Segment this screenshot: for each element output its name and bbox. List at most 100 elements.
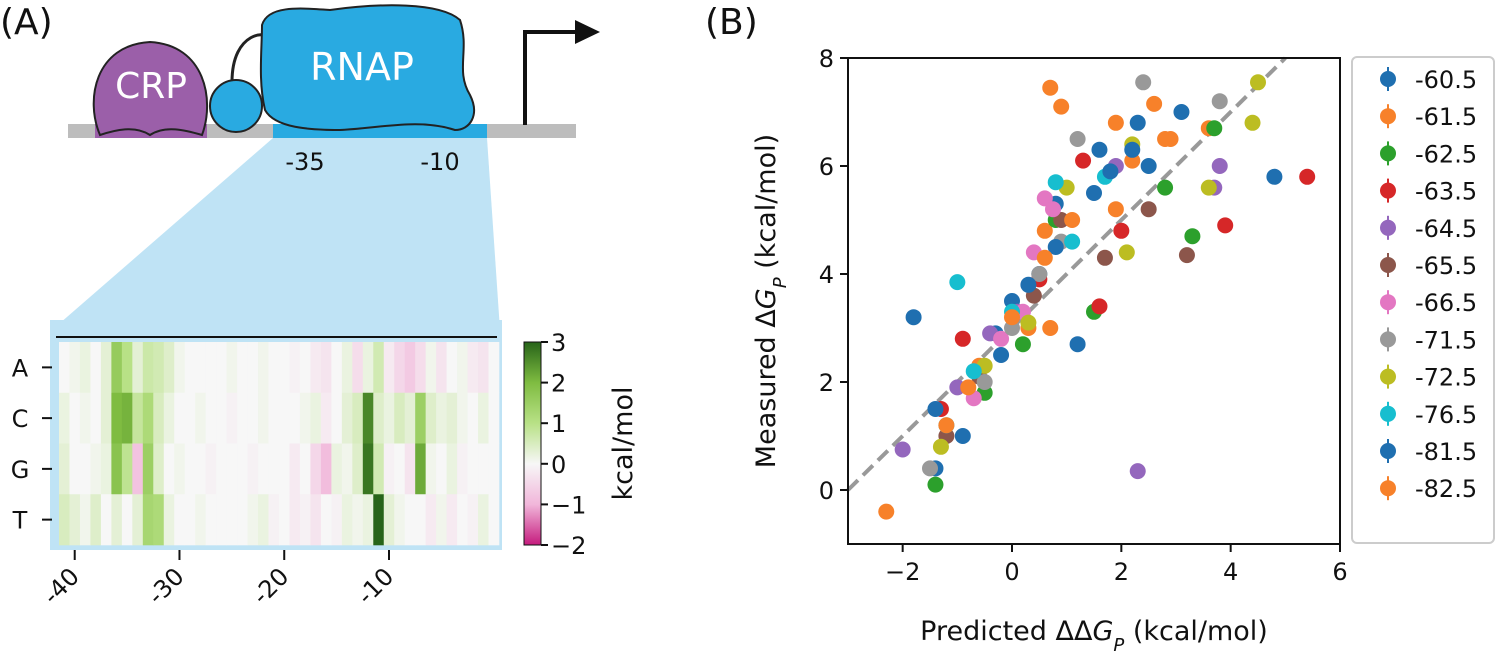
heatmap-cell (320, 392, 332, 444)
heatmap-cell (258, 392, 269, 444)
heatmap-cell (299, 342, 311, 394)
heatmap-cell (478, 443, 489, 495)
scatter-point (1217, 217, 1234, 234)
scatter-point (954, 428, 971, 444)
heatmap-cell (279, 392, 290, 444)
panel-label: (B) (705, 2, 758, 43)
heatmap-cell (247, 392, 259, 444)
heatmap-cell (205, 494, 217, 546)
scatter-point (1047, 239, 1064, 255)
heatmap-cell (436, 494, 447, 546)
heatmap-cell (153, 443, 165, 495)
heatmap-cell (478, 342, 489, 394)
heatmap-cell (79, 392, 91, 444)
heatmap-cell (216, 443, 227, 495)
scatter-point (1096, 249, 1113, 266)
heatmap-cell (90, 342, 102, 394)
heatmap-cell (195, 392, 206, 444)
scatter-point (954, 330, 971, 347)
scatter-point (1014, 336, 1031, 353)
colorbar-tick-label: −2 (551, 532, 586, 560)
heatmap-cell (331, 494, 343, 546)
x-tick-label: -40 (37, 562, 85, 610)
x-tick-label: 0 (1004, 558, 1019, 586)
scatter-point (927, 476, 944, 493)
heatmap-cell (289, 494, 301, 546)
heatmap-cell (100, 392, 112, 444)
scatter-point (949, 379, 966, 396)
heatmap-cell (268, 342, 280, 394)
heatmap-cell (163, 342, 175, 394)
scatter-point (1157, 179, 1174, 196)
heatmap-cell (163, 443, 175, 495)
legend-label: -65.5 (1415, 252, 1477, 280)
legend-label: -60.5 (1415, 66, 1477, 94)
heatmap-cell (362, 443, 374, 495)
colorbar-tick-label: 1 (551, 410, 566, 438)
heatmap-cell (237, 342, 248, 394)
heatmap-cell (310, 443, 322, 495)
scatter-point (878, 503, 895, 520)
crp-label: CRP (115, 66, 187, 107)
heatmap-cell (373, 392, 385, 444)
heatmap-cell (216, 392, 227, 444)
heatmap-cell (404, 392, 416, 444)
heatmap-cell (121, 342, 133, 394)
scatter-point (1075, 152, 1092, 169)
heatmap-cell (142, 494, 154, 546)
heatmap-cell (425, 443, 437, 495)
legend-marker (1380, 219, 1396, 236)
heatmap-cell (268, 494, 280, 546)
heatmap-cell (289, 392, 301, 444)
heatmap-cell (394, 494, 406, 546)
scatter-point (938, 417, 955, 434)
heatmap-cell (394, 392, 406, 444)
heatmap-cell (310, 494, 322, 546)
scatter-point (1064, 212, 1081, 228)
colorbar-tick-label: 3 (551, 329, 566, 357)
heatmap-cell (216, 494, 227, 546)
scatter-point (1091, 141, 1108, 158)
heatmap-cell (279, 342, 290, 394)
scatter-point (1140, 201, 1157, 218)
heatmap-cell (226, 392, 238, 444)
scatter-point (1047, 174, 1064, 191)
y-tick-label: 2 (819, 369, 834, 397)
heatmap-cell (299, 494, 311, 546)
heatmap-cell (195, 443, 206, 495)
heatmap-cell (310, 342, 322, 394)
scatter-point (1118, 244, 1135, 261)
heatmap-cell (415, 392, 426, 444)
heatmap-cell (226, 342, 238, 394)
x-tick-label: -30 (142, 562, 190, 610)
label-part: G (1092, 616, 1113, 647)
legend-marker (1380, 480, 1396, 497)
scatter-point (1211, 158, 1228, 174)
scatter-point (1200, 179, 1217, 196)
heatmap-cell (59, 342, 70, 394)
heatmap-cell (226, 443, 238, 495)
scatter-point (1069, 131, 1086, 147)
heatmap-cell (69, 494, 81, 546)
legend-label: -61.5 (1415, 103, 1477, 131)
heatmap-cell (111, 392, 123, 444)
legend-label: -63.5 (1415, 178, 1477, 206)
heatmap-cell (132, 342, 144, 394)
heatmap-cell (111, 342, 123, 394)
rnap-label: RNAP (310, 45, 414, 89)
zoom-shade (52, 138, 500, 330)
heatmap-cell (341, 392, 353, 444)
heatmap-cell (90, 494, 102, 546)
scatter-point (1069, 336, 1086, 353)
heatmap-cell (184, 342, 196, 394)
heatmap-cell (111, 443, 123, 495)
scatter-point (1064, 233, 1081, 250)
heatmap-cell (352, 392, 364, 444)
heatmap-cell (174, 342, 186, 394)
label-part: P (770, 277, 791, 288)
legend-marker (1380, 182, 1396, 199)
minus35-label: -35 (285, 148, 324, 176)
legend-marker (1380, 368, 1396, 385)
legend-label: -72.5 (1415, 364, 1477, 392)
heatmap-cell (352, 342, 364, 394)
